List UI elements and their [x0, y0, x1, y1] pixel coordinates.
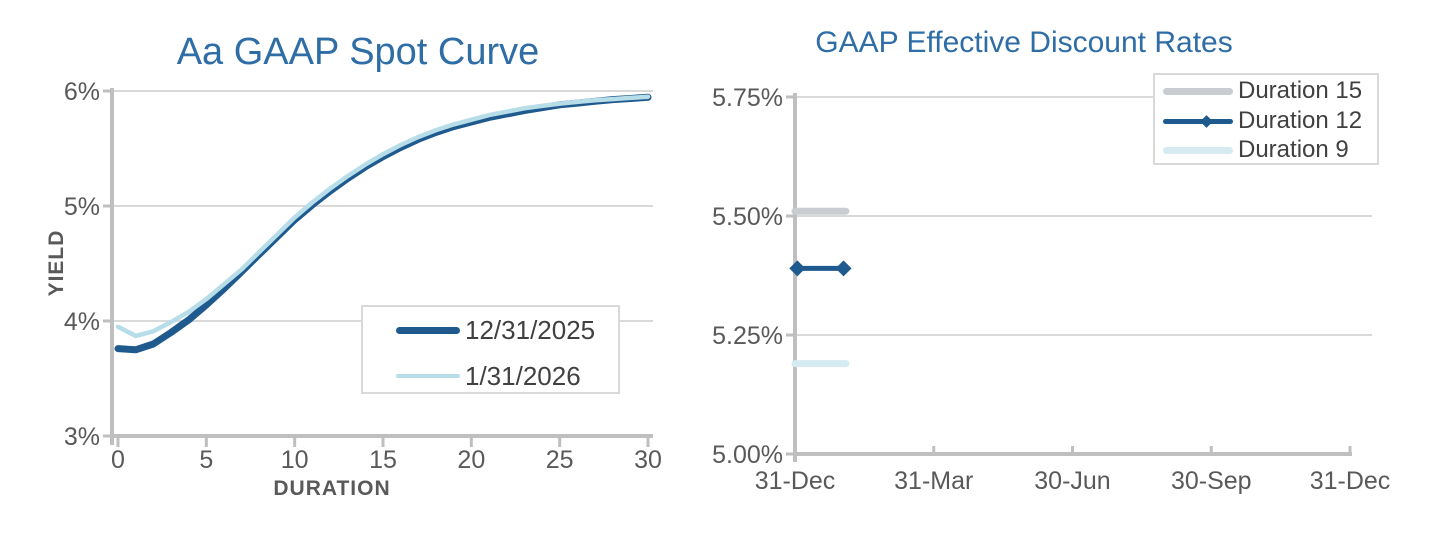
- x-tick-label: 15: [369, 446, 397, 474]
- legend-label: Duration 15: [1238, 77, 1363, 104]
- diamond-marker: [789, 260, 806, 277]
- x-tick-label: 25: [546, 446, 574, 474]
- x-tick-label: 5: [199, 446, 213, 474]
- legend-item-duration-12: Duration 12: [1163, 107, 1363, 134]
- y-tick-label: 5%: [64, 193, 100, 221]
- x-tick-label: 30-Sep: [1171, 467, 1252, 495]
- series-line-swatch: [396, 373, 460, 379]
- series-line-swatch: [396, 326, 460, 334]
- diamond-marker-icon: [1200, 115, 1213, 128]
- legend-item-duration-9: Duration 9: [1163, 136, 1349, 163]
- spot-curve-title: Aa GAAP Spot Curve: [176, 31, 540, 73]
- x-tick-label: 0: [111, 446, 125, 474]
- legend-label: 12/31/2025: [465, 314, 596, 345]
- x-tick-label: 30-Jun: [1034, 467, 1110, 495]
- y-tick-label: 6%: [64, 78, 100, 106]
- series-line-swatch: [1163, 118, 1233, 124]
- legend-label: 1/31/2026: [465, 360, 581, 391]
- series-line-swatch: [1163, 146, 1233, 154]
- legend-item-12-31-2025: 12/31/2025: [396, 314, 596, 345]
- series-line-1-31-2026: [115, 94, 651, 339]
- x-tick-label: 20: [457, 446, 485, 474]
- legend-label: Duration 12: [1238, 107, 1363, 134]
- y-tick-label: 4%: [64, 308, 100, 336]
- y-axis-title-yield: YIELD: [45, 229, 68, 297]
- series-line-swatch: [1163, 87, 1233, 95]
- y-tick-label: 5.25%: [712, 322, 783, 350]
- y-tick-label: 3%: [64, 423, 100, 451]
- legend-label: Duration 9: [1238, 136, 1349, 163]
- x-tick-label: 30: [634, 446, 662, 474]
- x-tick-label: 10: [281, 446, 309, 474]
- spot-curve-legend: 12/31/2025 1/31/2026: [361, 305, 620, 394]
- legend-item-duration-15: Duration 15: [1163, 77, 1363, 104]
- y-tick-label: 5.50%: [712, 203, 783, 231]
- x-axis-title-duration: DURATION: [273, 477, 391, 500]
- diamond-marker: [835, 260, 852, 277]
- legend-item-1-31-2026: 1/31/2026: [396, 360, 581, 391]
- x-tick-label: 31-Dec: [755, 467, 836, 495]
- x-tick-label: 31-Dec: [1310, 467, 1391, 495]
- x-tick-label: 31-Mar: [894, 467, 973, 495]
- discount-rates-legend: Duration 15 Duration 12 Duration 9: [1153, 73, 1379, 165]
- y-tick-label: 5.00%: [712, 441, 783, 469]
- discount-rates-title: GAAP Effective Discount Rates: [815, 26, 1233, 59]
- y-tick-label: 5.75%: [712, 84, 783, 112]
